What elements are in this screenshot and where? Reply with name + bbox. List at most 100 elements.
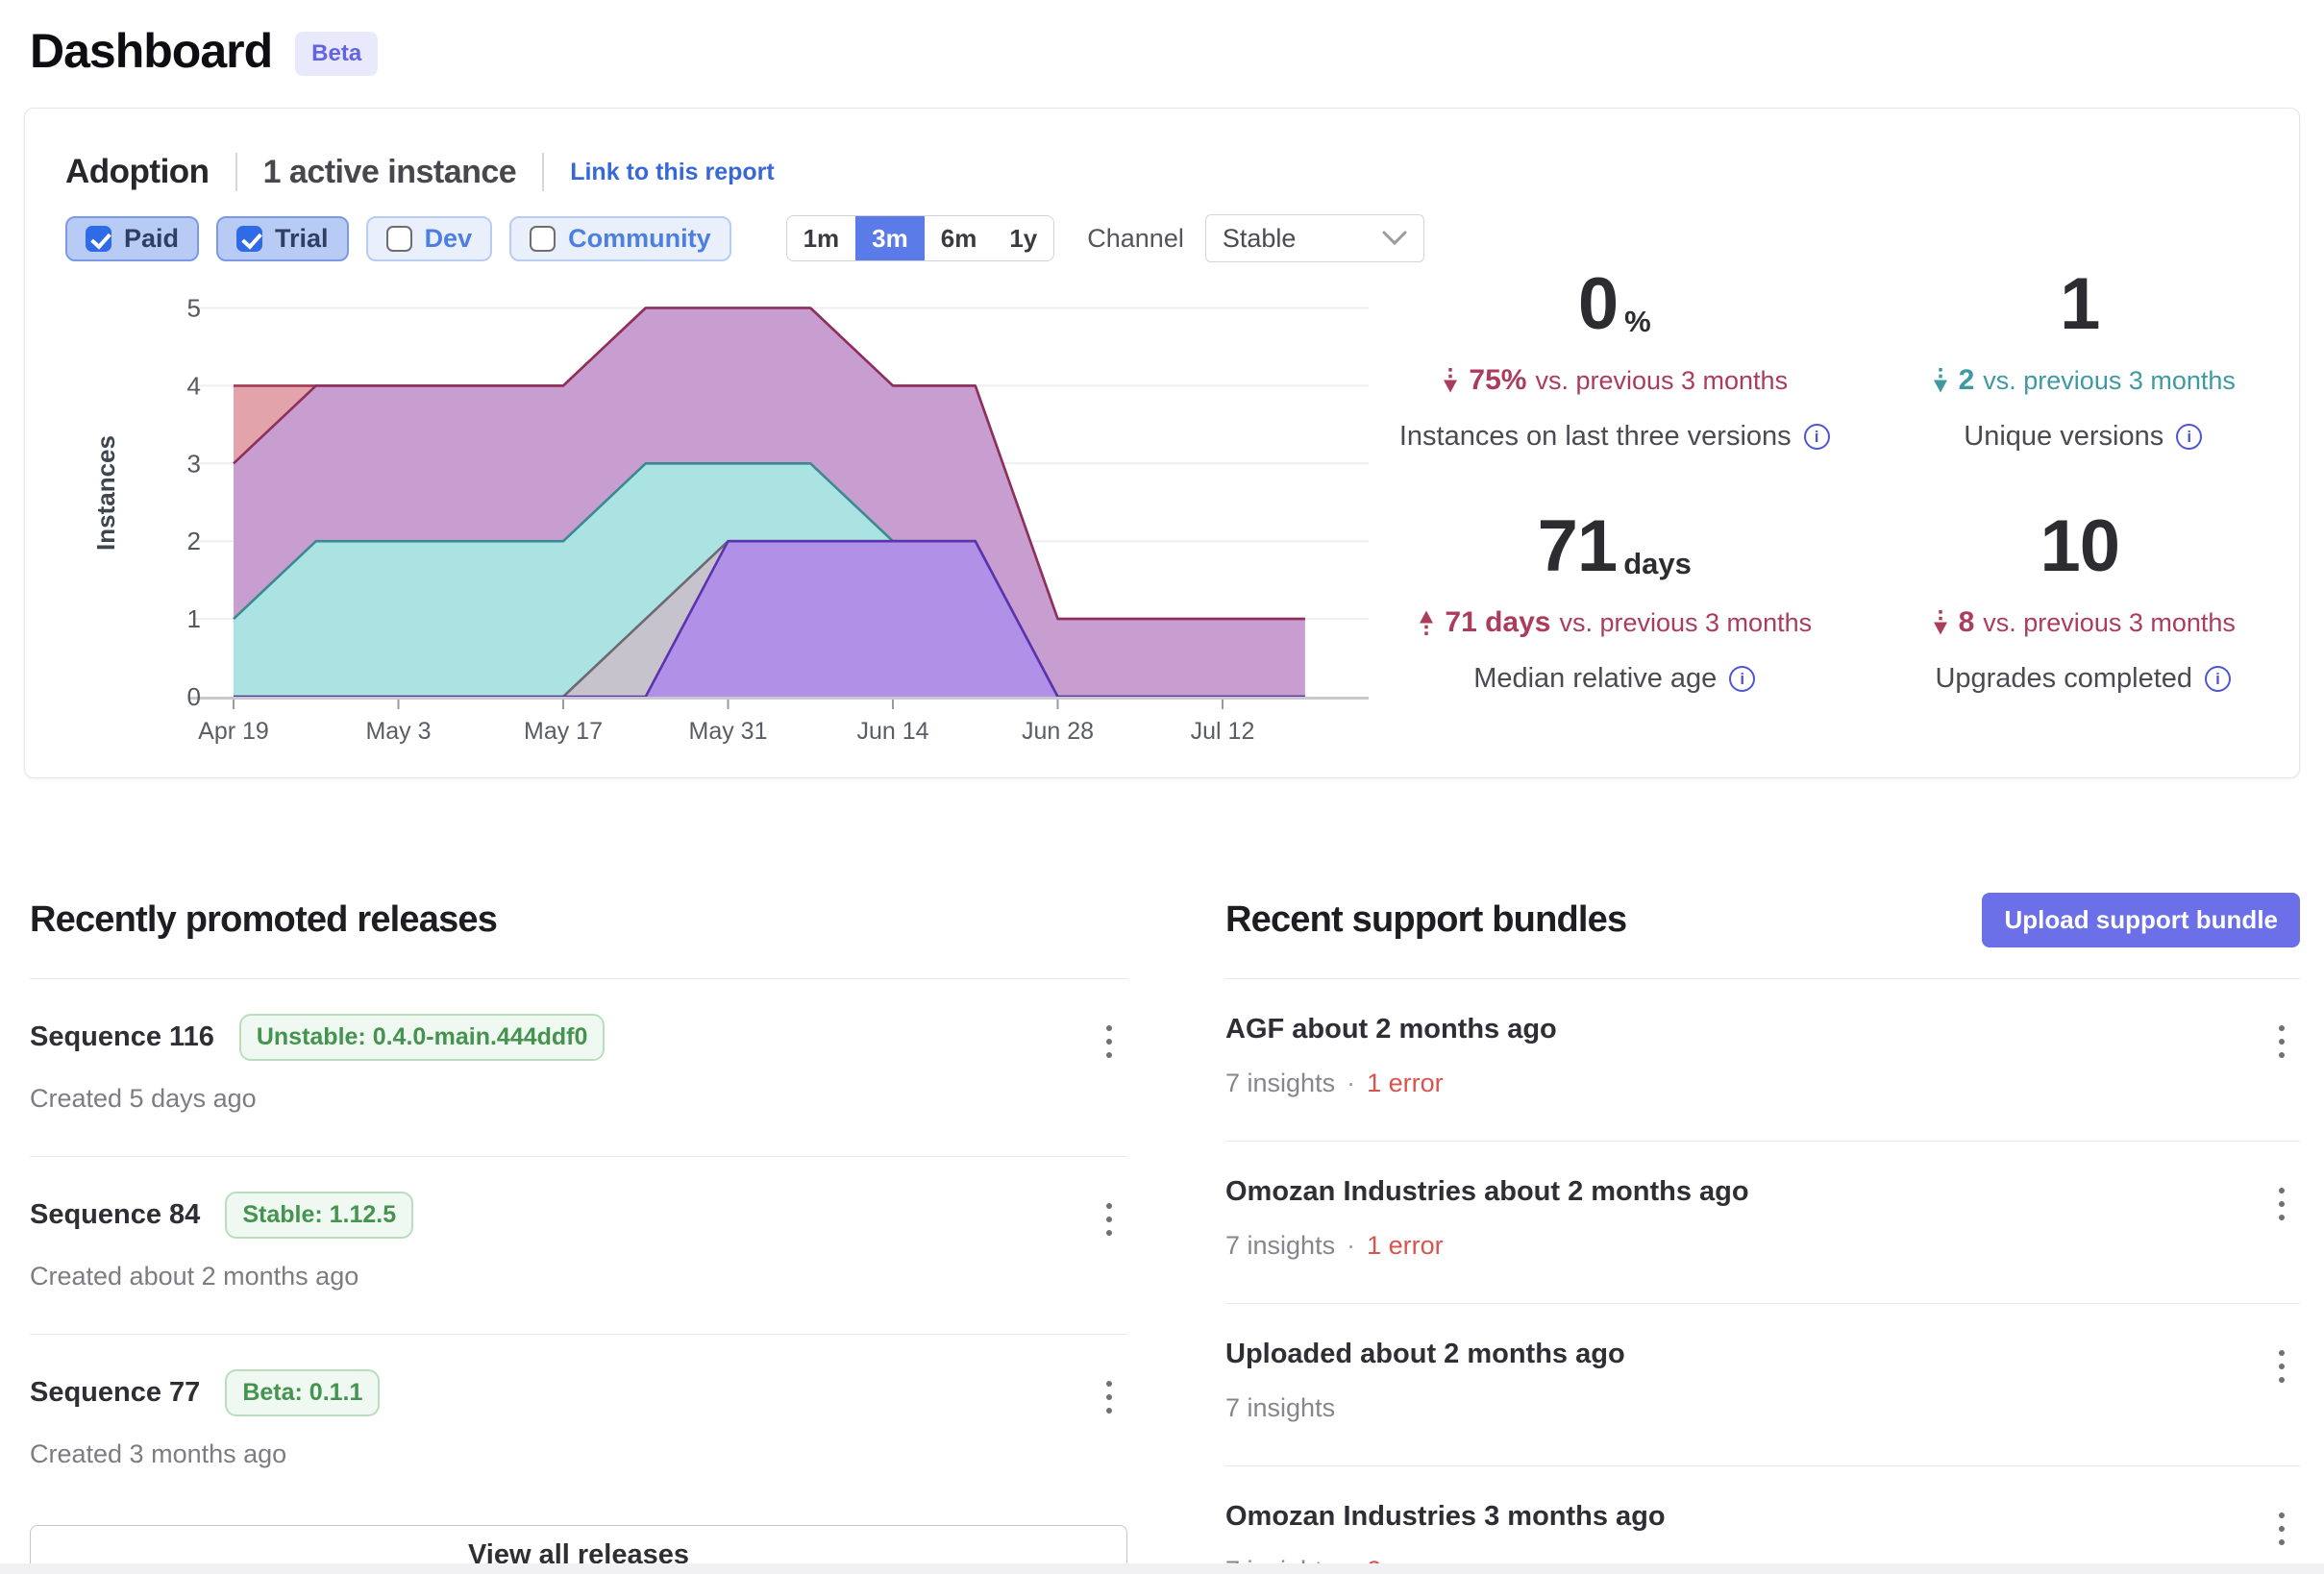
release-row[interactable]: Sequence 84 Stable: 1.12.5 Created about… <box>30 1157 1127 1334</box>
upload-support-bundle-button[interactable]: Upload support bundle <box>1982 892 2300 947</box>
svg-text:Apr 19: Apr 19 <box>198 718 269 745</box>
page-header: Dashboard Beta <box>0 0 2324 79</box>
checkbox-icon <box>236 225 263 252</box>
arrow-up-dashed-icon <box>1420 610 1434 636</box>
adoption-title: Adoption <box>65 153 210 190</box>
stat-instances-last-three-versions: 0% 75% vs. previous 3 months Instances o… <box>1380 263 1849 512</box>
stat-value: 0 <box>1577 263 1619 345</box>
meta-separator: · <box>1347 1231 1356 1260</box>
bundle-errors: 1 error <box>1367 1231 1444 1260</box>
more-options-icon[interactable] <box>1100 1197 1118 1242</box>
release-created: Created 5 days ago <box>30 1084 257 1113</box>
checkbox-icon <box>86 225 111 252</box>
more-options-icon[interactable] <box>2273 1344 2290 1389</box>
more-options-icon[interactable] <box>2273 1182 2290 1226</box>
time-range-1m[interactable]: 1m <box>786 216 856 260</box>
recently-promoted-releases-section: Recently promoted releases Sequence 116 … <box>30 892 1127 1574</box>
filter-label: Dev <box>424 223 473 253</box>
time-range-selector: 1m 3m 6m 1y <box>785 215 1055 261</box>
stat-median-relative-age: 71 days 71 days vs. previous 3 months Med… <box>1380 509 1849 754</box>
stat-change-value: 71 days <box>1445 606 1551 639</box>
svg-text:May 31: May 31 <box>689 718 768 745</box>
more-options-icon[interactable] <box>2273 1507 2290 1551</box>
more-options-icon[interactable] <box>1100 1375 1118 1419</box>
channel-label: Channel <box>1087 223 1184 253</box>
checkbox-icon <box>530 225 556 252</box>
stat-unique-versions: 1 2 vs. previous 3 months Unique version… <box>1849 263 2318 512</box>
stat-change: 71 days vs. previous 3 months <box>1380 606 1849 639</box>
adoption-stats: 0% 75% vs. previous 3 months Instances o… <box>1380 263 2318 754</box>
release-channel-badge: Stable: 1.12.5 <box>225 1192 414 1239</box>
release-title: Sequence 116 <box>30 1021 214 1052</box>
info-icon[interactable] <box>1729 666 1756 693</box>
bundle-title: AGF about 2 months ago <box>1225 1014 1557 1045</box>
svg-text:Jun 14: Jun 14 <box>856 718 928 745</box>
page-bottom-strip <box>0 1563 2324 1574</box>
stat-label: Median relative age <box>1473 663 1718 695</box>
channel-select[interactable]: Stable <box>1204 214 1424 262</box>
stat-change-value: 8 <box>1958 606 1975 639</box>
divider <box>30 978 1127 979</box>
bundle-insights: 7 insights <box>1225 1231 1336 1260</box>
support-bundle-row[interactable]: Uploaded about 2 months ago 7 insights · <box>1225 1304 2300 1465</box>
svg-text:May 17: May 17 <box>524 718 603 745</box>
svg-text:1: 1 <box>187 604 201 633</box>
bundle-title: Omozan Industries about 2 months ago <box>1225 1176 1749 1207</box>
arrow-down-dashed-icon <box>1933 368 1947 393</box>
bundle-insights: 7 insights <box>1225 1393 1336 1422</box>
chevron-down-icon <box>1382 231 1407 246</box>
stat-upgrades-completed: 10 8 vs. previous 3 months Upgrades comp… <box>1849 509 2318 754</box>
info-icon[interactable] <box>2176 424 2203 451</box>
release-row[interactable]: Sequence 77 Beta: 0.1.1 Created 3 months… <box>30 1335 1127 1512</box>
bundle-title: Omozan Industries 3 months ago <box>1225 1501 1666 1532</box>
divider <box>542 153 545 191</box>
release-created: Created 3 months ago <box>30 1439 287 1468</box>
stat-suffix: days <box>1623 546 1692 580</box>
support-bundles-heading: Recent support bundles <box>1225 898 1627 940</box>
svg-text:Jul 12: Jul 12 <box>1191 718 1255 745</box>
info-icon[interactable] <box>2205 666 2232 693</box>
channel-selected-value: Stable <box>1222 223 1297 253</box>
filter-community-checkbox[interactable]: Community <box>509 215 731 261</box>
svg-text:3: 3 <box>187 449 201 478</box>
time-range-3m[interactable]: 3m <box>855 216 925 260</box>
stat-change-note: vs. previous 3 months <box>1559 607 1813 637</box>
svg-text:May 3: May 3 <box>365 718 431 745</box>
filter-trial-checkbox[interactable]: Trial <box>216 215 349 261</box>
support-bundle-row[interactable]: Omozan Industries about 2 months ago 7 i… <box>1225 1142 2300 1303</box>
divider <box>1225 1303 2300 1304</box>
divider <box>235 153 237 191</box>
stat-change-value: 75% <box>1469 364 1527 397</box>
divider <box>30 1334 1127 1335</box>
stat-change: 8 vs. previous 3 months <box>1849 606 2318 639</box>
bundle-errors: 1 error <box>1367 1069 1444 1097</box>
adoption-chart: Apr 19 May 3 May 17 May 31 Jun 14 Jun 28 Jul 1… <box>87 289 1409 760</box>
stat-label: Unique versions <box>1964 421 2164 453</box>
release-title: Sequence 84 <box>30 1199 201 1230</box>
svg-text:4: 4 <box>187 371 201 400</box>
time-range-1y[interactable]: 1y <box>993 216 1054 260</box>
filter-dev-checkbox[interactable]: Dev <box>365 215 493 261</box>
releases-heading: Recently promoted releases <box>30 898 498 940</box>
chart-controls: Paid Trial Dev Community 1m 3m 6m 1y Cha… <box>65 214 2299 262</box>
more-options-icon[interactable] <box>1100 1020 1118 1064</box>
support-bundle-row[interactable]: AGF about 2 months ago 7 insights · 1 er… <box>1225 979 2300 1141</box>
divider <box>1225 1141 2300 1142</box>
release-row[interactable]: Sequence 116 Unstable: 0.4.0-main.444ddf… <box>30 979 1127 1156</box>
more-options-icon[interactable] <box>2273 1020 2290 1064</box>
meta-separator: · <box>1347 1069 1356 1097</box>
release-title: Sequence 77 <box>30 1377 201 1408</box>
arrow-down-dashed-icon <box>1933 610 1947 635</box>
stat-value: 1 <box>2060 263 2100 345</box>
bundle-title: Uploaded about 2 months ago <box>1225 1339 1625 1369</box>
active-instance-count: 1 active instance <box>262 153 517 190</box>
divider <box>1225 1465 2300 1466</box>
link-to-report[interactable]: Link to this report <box>570 158 775 185</box>
support-bundle-row[interactable]: Omozan Industries 3 months ago 7 insight… <box>1225 1466 2300 1574</box>
info-icon[interactable] <box>1803 424 1830 451</box>
stat-change: 75% vs. previous 3 months <box>1380 364 1849 397</box>
filter-paid-checkbox[interactable]: Paid <box>65 215 200 261</box>
time-range-6m[interactable]: 6m <box>924 216 994 260</box>
stat-change-note: vs. previous 3 months <box>1535 365 1789 395</box>
filter-label: Trial <box>275 223 329 253</box>
